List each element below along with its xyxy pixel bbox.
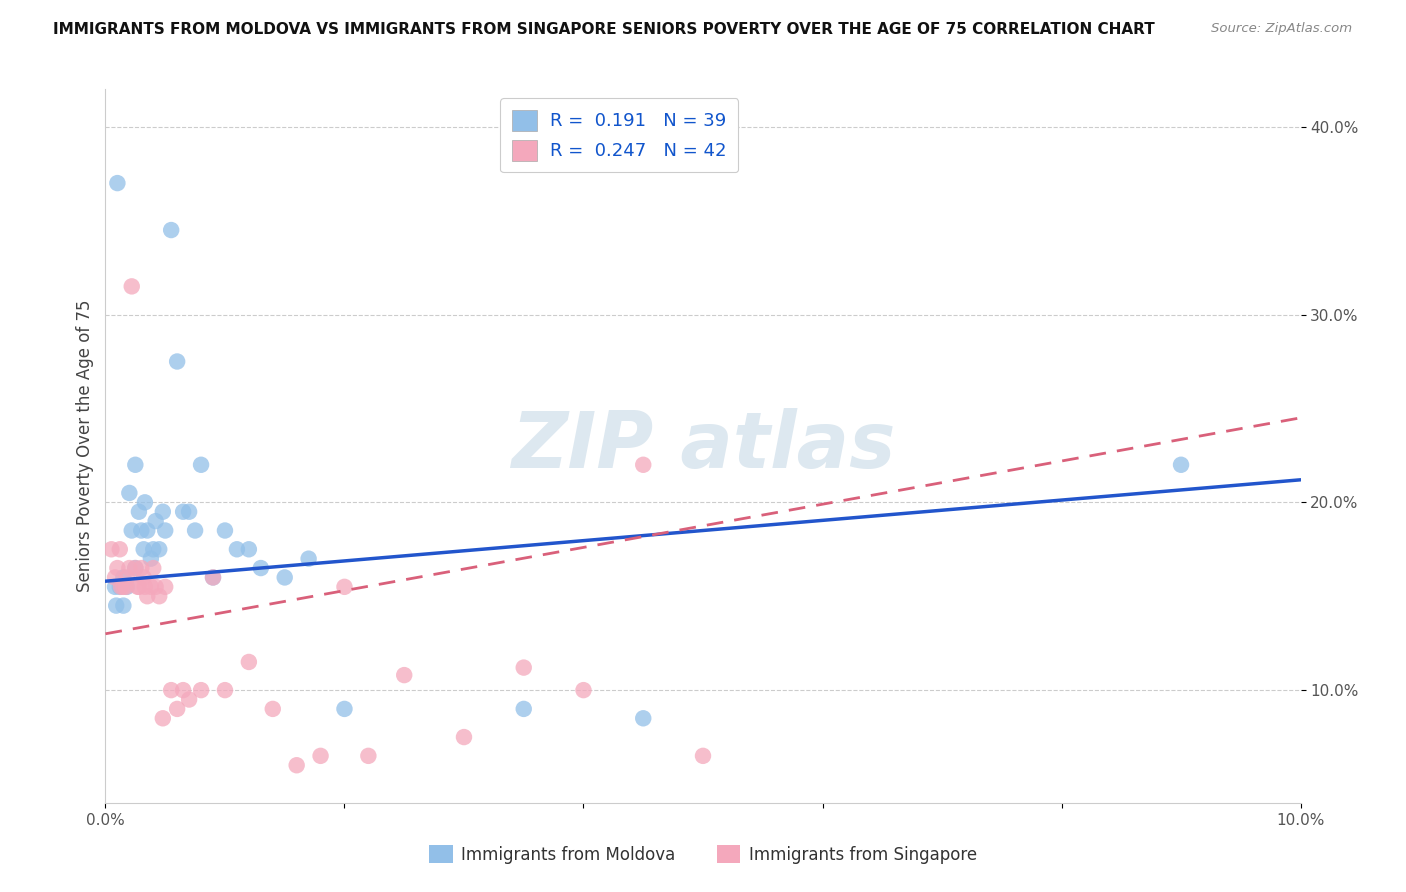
Point — [108, 580, 131, 594]
Point — [136, 524, 159, 538]
Point — [155, 580, 177, 594]
Point — [134, 495, 156, 509]
Point — [190, 683, 212, 698]
Point — [633, 458, 655, 472]
Point — [134, 580, 156, 594]
Text: IMMIGRANTS FROM MOLDOVA VS IMMIGRANTS FROM SINGAPORE SENIORS POVERTY OVER THE AG: IMMIGRANTS FROM MOLDOVA VS IMMIGRANTS FR… — [53, 22, 1156, 37]
Point — [121, 279, 143, 293]
Point — [127, 580, 149, 594]
Point — [250, 561, 273, 575]
Point — [139, 551, 162, 566]
Point — [513, 702, 536, 716]
Point — [148, 542, 170, 557]
Point — [1170, 458, 1192, 472]
Point — [128, 580, 150, 594]
Point — [118, 561, 141, 575]
Point — [112, 570, 135, 584]
Point — [152, 505, 174, 519]
Point — [172, 683, 194, 698]
Point — [112, 599, 135, 613]
Point — [128, 505, 150, 519]
Point — [118, 486, 141, 500]
Point — [124, 561, 146, 575]
Point — [114, 580, 136, 594]
Point — [115, 570, 138, 584]
Point — [108, 542, 131, 557]
Point — [148, 589, 170, 603]
Legend: Immigrants from Moldova, Immigrants from Singapore: Immigrants from Moldova, Immigrants from… — [423, 838, 983, 871]
Point — [262, 702, 284, 716]
Point — [145, 580, 167, 594]
Point — [142, 561, 165, 575]
Point — [692, 748, 714, 763]
Point — [357, 748, 380, 763]
Point — [166, 354, 188, 368]
Point — [184, 524, 207, 538]
Point — [202, 570, 225, 584]
Point — [152, 711, 174, 725]
Point — [136, 589, 159, 603]
Text: Source: ZipAtlas.com: Source: ZipAtlas.com — [1212, 22, 1353, 36]
Point — [273, 570, 295, 584]
Text: ZIP atlas: ZIP atlas — [510, 408, 896, 484]
Point — [453, 730, 475, 744]
Legend: R =  0.191   N = 39, R =  0.247   N = 42: R = 0.191 N = 39, R = 0.247 N = 42 — [501, 98, 738, 172]
Point — [513, 660, 536, 674]
Point — [142, 542, 165, 557]
Point — [132, 542, 155, 557]
Point — [202, 570, 225, 584]
Point — [333, 702, 356, 716]
Point — [124, 458, 146, 472]
Point — [394, 668, 416, 682]
Point — [107, 176, 129, 190]
Point — [177, 505, 201, 519]
Point — [121, 524, 143, 538]
Point — [112, 580, 135, 594]
Point — [100, 542, 122, 557]
Point — [129, 524, 153, 538]
Y-axis label: Seniors Poverty Over the Age of 75: Seniors Poverty Over the Age of 75 — [76, 300, 94, 592]
Point — [333, 580, 356, 594]
Point — [214, 524, 236, 538]
Point — [124, 561, 146, 575]
Point — [132, 570, 155, 584]
Point — [104, 580, 127, 594]
Point — [177, 692, 201, 706]
Point — [572, 683, 595, 698]
Point — [309, 748, 332, 763]
Point — [225, 542, 249, 557]
Point — [238, 655, 260, 669]
Point — [166, 702, 188, 716]
Point — [160, 683, 183, 698]
Point — [190, 458, 212, 472]
Point — [172, 505, 194, 519]
Point — [285, 758, 308, 772]
Point — [160, 223, 183, 237]
Point — [238, 542, 260, 557]
Point — [145, 514, 167, 528]
Point — [105, 599, 128, 613]
Point — [633, 711, 655, 725]
Point — [155, 524, 177, 538]
Point — [115, 580, 138, 594]
Point — [104, 570, 127, 584]
Point — [107, 561, 129, 575]
Point — [298, 551, 321, 566]
Point — [110, 580, 132, 594]
Point — [139, 580, 162, 594]
Point — [214, 683, 236, 698]
Point — [129, 561, 153, 575]
